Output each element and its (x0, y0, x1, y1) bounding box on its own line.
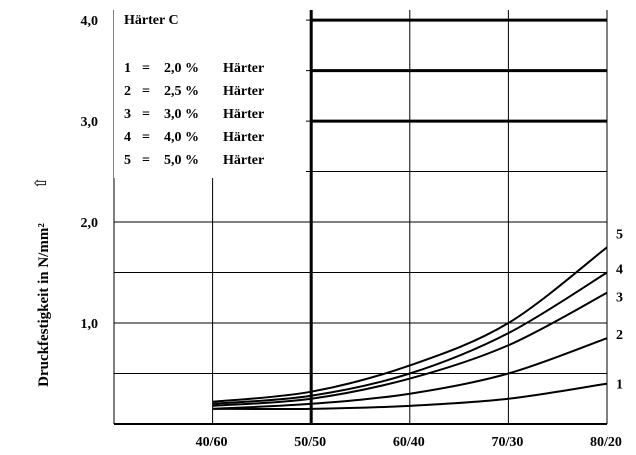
y-axis-label: Druckfestigkeit in N/mm² (36, 223, 52, 387)
legend: Härter C 1 = 2,0 % Härter 2 = 2,5 % Härter 3 = 3,0… (114, 6, 306, 178)
x-tick-label: 60/40 (393, 435, 425, 450)
legend-entry-eq: = (142, 153, 150, 168)
legend-entry: 2 = 2,5 % Härter (124, 84, 264, 99)
legend-title: Härter C (124, 13, 179, 28)
y-tick-label: 4,0 (81, 14, 99, 29)
legend-entry-label: Härter (223, 130, 264, 145)
legend-entry-label: Härter (223, 153, 264, 168)
legend-entry: 3 = 3,0 % Härter (124, 107, 264, 122)
y-tick-label: 3,0 (81, 115, 99, 130)
series-line-4 (212, 271, 608, 405)
x-tick-label: 40/60 (196, 435, 228, 450)
legend-box (114, 6, 306, 178)
y-axis-arrow-icon: ⇧ (33, 176, 50, 189)
legend-entry-label: Härter (223, 61, 264, 76)
legend-entry-eq: = (142, 107, 150, 122)
series-label-2: 2 (616, 328, 623, 343)
y-axis-label-group: Druckfestigkeit in N/mm² ⇧ (33, 176, 52, 387)
legend-entry: 4 = 4,0 % Härter (124, 130, 264, 145)
x-tick-label: 80/20 (590, 435, 622, 450)
series-line-2 (212, 337, 608, 410)
y-tick-label: 2,0 (81, 216, 99, 231)
series-line-1 (212, 382, 608, 411)
series-line-3 (212, 291, 608, 407)
series-line-5 (212, 246, 608, 403)
legend-entry-eq: = (142, 84, 150, 99)
legend-entry-label: Härter (223, 84, 264, 99)
y-tick-label: 1,0 (81, 317, 99, 332)
legend-entry-number: 4 (124, 130, 131, 145)
legend-entry-eq: = (142, 130, 150, 145)
legend-entry-value: 3,0 % (164, 107, 199, 122)
series-label-4: 4 (616, 263, 623, 278)
legend-entry-value: 5,0 % (164, 153, 199, 168)
legend-entry-value: 2,5 % (164, 84, 199, 99)
reference-lines (309, 10, 607, 424)
series-label-1: 1 (616, 378, 623, 393)
legend-entry-value: 4,0 % (164, 130, 199, 145)
series-label-5: 5 (616, 227, 623, 242)
legend-entry: 5 = 5,0 % Härter (124, 153, 264, 168)
legend-entry-number: 5 (124, 153, 131, 168)
legend-entry-number: 3 (124, 107, 131, 122)
x-tick-label: 70/30 (491, 435, 523, 450)
x-tick-label: 50/50 (294, 435, 326, 450)
legend-entry-value: 2,0 % (164, 61, 199, 76)
series-label-3: 3 (616, 291, 623, 306)
legend-entry: 1 = 2,0 % Härter (124, 61, 264, 76)
series-lines: 1 2 3 4 5 (212, 227, 623, 411)
legend-entry-eq: = (142, 61, 150, 76)
legend-entry-label: Härter (223, 107, 264, 122)
legend-entry-number: 2 (124, 84, 131, 99)
legend-entry-number: 1 (124, 61, 131, 76)
